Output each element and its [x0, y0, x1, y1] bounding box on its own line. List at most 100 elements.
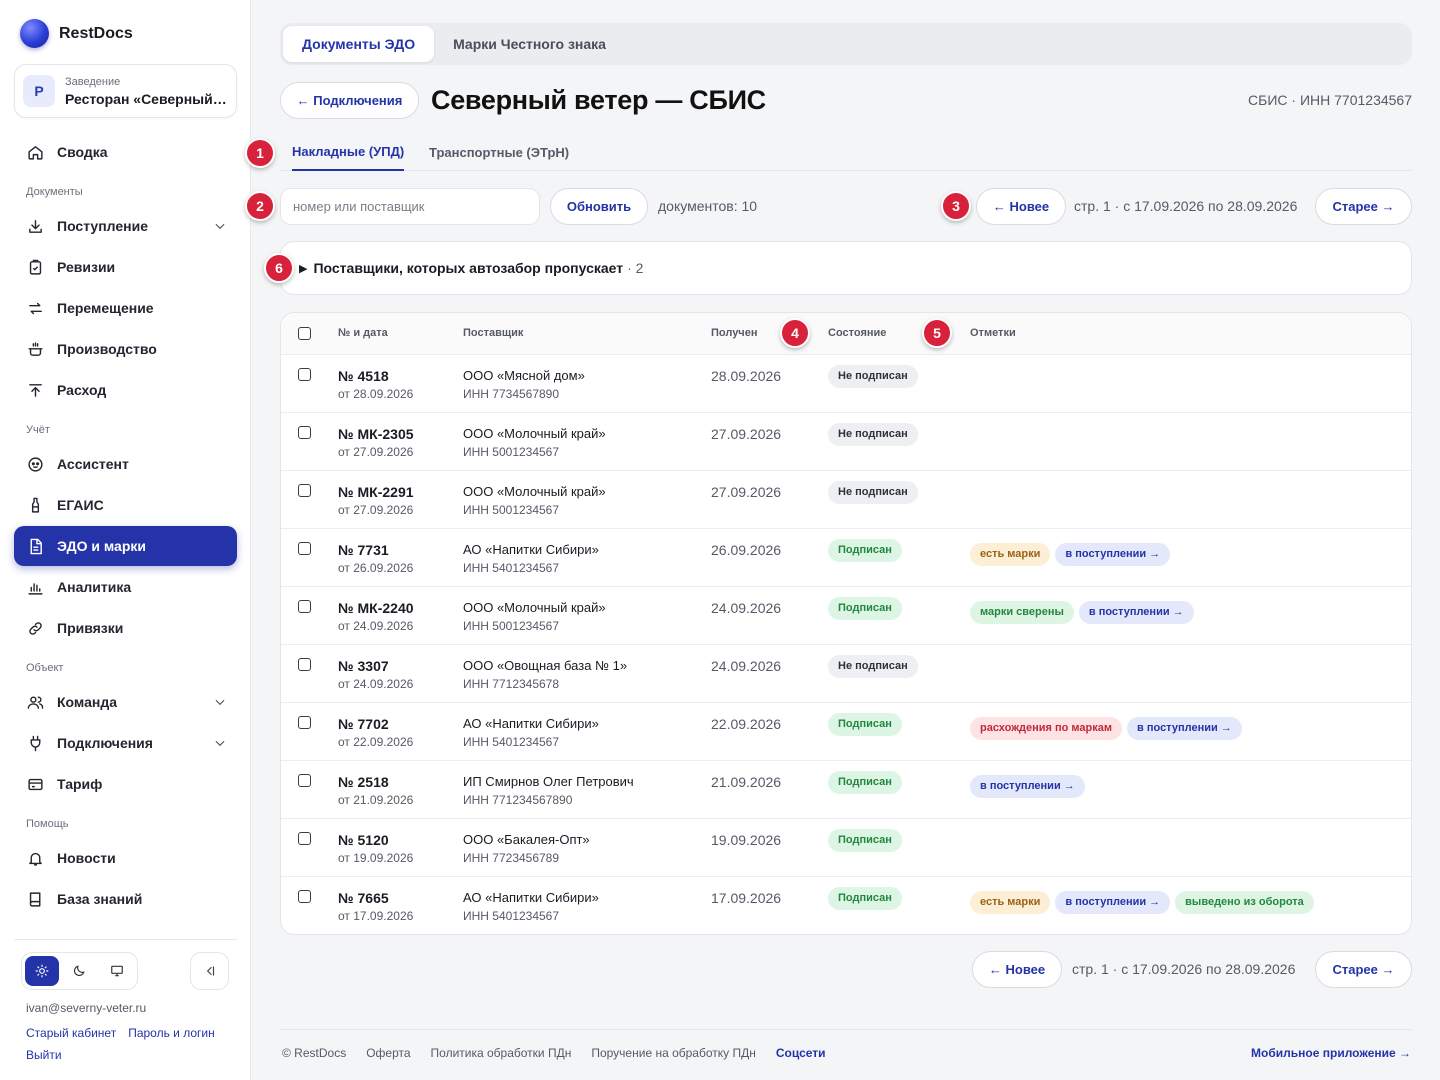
in-receipt-link[interactable]: в поступлении → — [970, 775, 1085, 798]
status-badge: Подписан — [828, 539, 902, 562]
document-number[interactable]: № МК-2305 — [338, 426, 414, 442]
table-row[interactable]: № 7731 от 26.09.2026 АО «Напитки Сибири» ИН… — [281, 529, 1411, 587]
column-state[interactable]: Состояние — [828, 327, 887, 339]
bar-chart-icon — [28, 582, 43, 595]
theme-light-button[interactable] — [25, 956, 60, 986]
document-number[interactable]: № 7665 — [338, 890, 389, 906]
sidebar-item-production[interactable]: Производство — [14, 329, 237, 369]
document-number[interactable]: № 2518 — [338, 774, 389, 790]
sidebar-item-expense[interactable]: Расход — [14, 370, 237, 410]
in-receipt-link[interactable]: в поступлении → — [1078, 601, 1194, 624]
sidebar-item-tariff[interactable]: Тариф — [14, 764, 237, 804]
sidebar-item-transfer[interactable]: Перемещение — [14, 288, 237, 328]
tab-invoices-upd[interactable]: Накладные (УПД) — [292, 134, 405, 171]
sidebar-item-bindings[interactable]: Привязки — [14, 608, 237, 648]
table-row[interactable]: № 3307 от 24.09.2026 ООО «Овощная база № 1… — [281, 645, 1411, 703]
theme-system-button[interactable] — [100, 956, 134, 986]
tab-edo-documents[interactable]: Документы ЭДО — [283, 26, 435, 62]
table-row[interactable]: № 4518 от 28.09.2026 ООО «Мясной дом» ИНН 7… — [281, 355, 1411, 413]
table-row[interactable]: № МК-2291 от 27.09.2026 ООО «Молочный край… — [281, 471, 1411, 529]
chevron-down-icon[interactable] — [213, 219, 227, 233]
received-date: 28.09.2026 — [711, 368, 782, 384]
in-receipt-link[interactable]: в поступлении → — [1127, 717, 1242, 740]
row-checkbox[interactable] — [298, 716, 311, 729]
older-page-button[interactable]: Старее → — [1315, 188, 1412, 225]
collapse-sidebar-button[interactable] — [190, 952, 229, 990]
sidebar-item-audits[interactable]: Ревизии — [14, 247, 237, 287]
table-row[interactable]: № 5120 от 19.09.2026 ООО «Бакалея-Опт» ИНН … — [281, 819, 1411, 877]
annotation-marker-1: 1 — [245, 138, 275, 168]
column-marks[interactable]: Отметки — [970, 327, 1016, 339]
row-checkbox[interactable] — [298, 832, 311, 845]
row-checkbox[interactable] — [298, 890, 311, 903]
chevron-down-icon[interactable] — [213, 695, 227, 709]
sidebar-item-edo[interactable]: ЭДО и марки — [14, 526, 237, 566]
table-row[interactable]: № 7702 от 22.09.2026 АО «Напитки Сибири» ИН… — [281, 703, 1411, 761]
chevron-down-icon[interactable] — [213, 736, 227, 750]
document-number[interactable]: № 7702 — [338, 716, 389, 732]
sidebar-item-assistant[interactable]: Ассистент — [14, 444, 237, 484]
footer-social-link[interactable]: Соцсети — [775, 1046, 826, 1060]
older-page-button-bottom[interactable]: Старее → — [1315, 951, 1412, 988]
document-number[interactable]: № 5120 — [338, 832, 389, 848]
footer-assignment-link[interactable]: Поручение на обработку ПДн — [591, 1046, 756, 1060]
document-count: документов: 10 — [658, 198, 758, 214]
sidebar-item-analytics[interactable]: Аналитика — [14, 567, 237, 607]
in-receipt-link[interactable]: в поступлении → — [1055, 891, 1171, 914]
logout-link[interactable]: Выйти — [26, 1048, 62, 1062]
footer-policy-link[interactable]: Политика обработки ПДн — [430, 1046, 572, 1060]
mark-badge: выведено из оборота — [1175, 891, 1314, 914]
search-input[interactable] — [280, 188, 540, 225]
sidebar-item-knowledge-base[interactable]: База знаний — [14, 879, 237, 919]
table-row[interactable]: № 2518 от 21.09.2026 ИП Смирнов Олег Петро… — [281, 761, 1411, 819]
row-checkbox[interactable] — [298, 368, 311, 381]
password-login-link[interactable]: Пароль и логин — [128, 1026, 215, 1040]
sidebar-item-summary[interactable]: Сводка — [14, 132, 237, 172]
tab-honest-sign-marks[interactable]: Марки Честного знака — [453, 36, 606, 52]
document-number[interactable]: № МК-2240 — [338, 600, 414, 616]
table-row[interactable]: № МК-2240 от 24.09.2026 ООО «Молочный край… — [281, 587, 1411, 645]
mobile-app-link[interactable]: Мобильное приложение → — [1251, 1046, 1411, 1060]
sidebar-item-label: Производство — [57, 341, 157, 357]
download-icon — [29, 219, 42, 233]
document-number[interactable]: № МК-2291 — [338, 484, 414, 500]
document-number[interactable]: № 3307 — [338, 658, 389, 674]
received-date: 24.09.2026 — [711, 658, 782, 674]
document-number[interactable]: № 7731 — [338, 542, 389, 558]
sidebar-item-receipts[interactable]: Поступление — [14, 206, 237, 246]
row-checkbox[interactable] — [298, 658, 311, 671]
status-badge: Подписан — [828, 887, 902, 910]
newer-page-button-bottom[interactable]: ← Новее — [972, 951, 1062, 988]
table-row[interactable]: № МК-2305 от 27.09.2026 ООО «Молочный край… — [281, 413, 1411, 471]
sidebar-item-egais[interactable]: ЕГАИС — [14, 485, 237, 525]
select-all-checkbox[interactable] — [298, 327, 311, 340]
column-number-date[interactable]: № и дата — [338, 327, 388, 339]
footer-offer-link[interactable]: Оферта — [366, 1046, 411, 1060]
row-checkbox[interactable] — [298, 774, 311, 787]
venue-name: Ресторан «Северный ветер» — [65, 90, 230, 107]
old-cabinet-link[interactable]: Старый кабинет — [26, 1026, 117, 1040]
brand[interactable]: RestDocs — [20, 19, 133, 48]
row-checkbox[interactable] — [298, 426, 311, 439]
refresh-button[interactable]: Обновить — [550, 188, 648, 225]
status-badge: Подписан — [828, 771, 902, 794]
table-row[interactable]: № 7665 от 17.09.2026 АО «Напитки Сибири» ИН… — [281, 877, 1411, 934]
column-supplier[interactable]: Поставщик — [463, 327, 524, 339]
column-received[interactable]: Получен — [711, 327, 758, 339]
row-checkbox[interactable] — [298, 600, 311, 613]
document-number[interactable]: № 4518 — [338, 368, 389, 384]
newer-page-button[interactable]: ← Новее — [976, 188, 1066, 225]
theme-dark-button[interactable] — [62, 956, 96, 986]
in-receipt-link[interactable]: в поступлении → — [1055, 543, 1171, 566]
sidebar-item-connections[interactable]: Подключения — [14, 723, 237, 763]
tab-transport-etrn[interactable]: Транспортные (ЭТрН) — [429, 145, 570, 160]
row-checkbox[interactable] — [298, 542, 311, 555]
skipped-suppliers-panel[interactable]: ▶ Поставщики, которых автозабор пропуска… — [280, 241, 1412, 295]
sidebar-item-news[interactable]: Новости — [14, 838, 237, 878]
sidebar-item-team[interactable]: Команда — [14, 682, 237, 722]
row-checkbox[interactable] — [298, 484, 311, 497]
back-to-connections-button[interactable]: ← Подключения — [280, 82, 419, 119]
sidebar-item-label: Перемещение — [57, 300, 154, 316]
assistant-icon — [28, 456, 43, 472]
venue-switcher[interactable]: Р Заведение Ресторан «Северный ветер» — [14, 64, 237, 118]
